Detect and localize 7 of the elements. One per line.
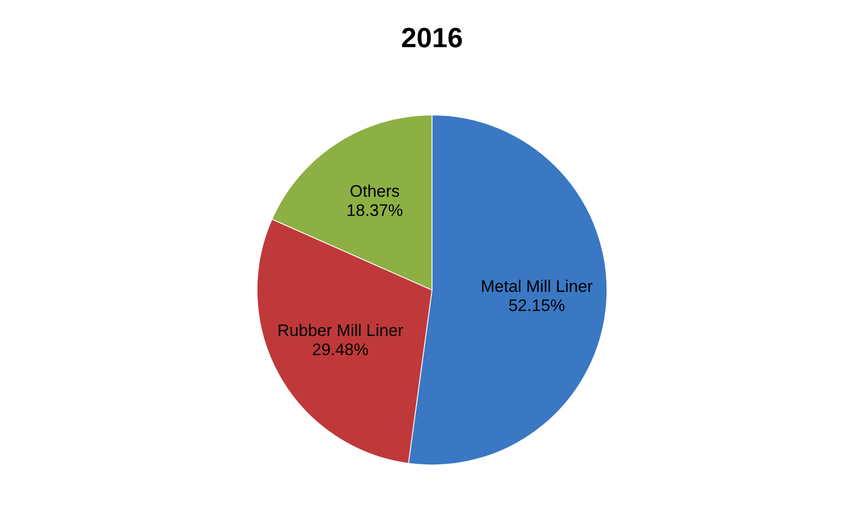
data-label: 18.37% <box>348 204 402 216</box>
slice-label: Rubber Mill Liner <box>278 324 404 336</box>
data-label: 29.48% <box>312 343 368 356</box>
chart-title: 2016 <box>402 28 462 48</box>
data-label: 52.15% <box>509 299 564 312</box>
slice-label: Others <box>350 184 400 197</box>
slice-label: Metal Mill Liner <box>482 280 593 292</box>
